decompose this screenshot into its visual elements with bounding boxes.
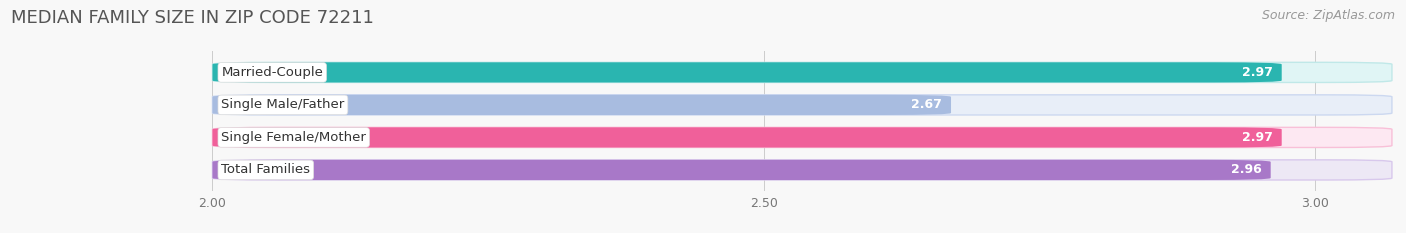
FancyBboxPatch shape: [212, 95, 1392, 115]
Text: 2.96: 2.96: [1232, 163, 1261, 176]
Text: 2.97: 2.97: [1241, 131, 1272, 144]
Text: 2.67: 2.67: [911, 98, 942, 111]
FancyBboxPatch shape: [212, 160, 1271, 180]
Text: 2.97: 2.97: [1241, 66, 1272, 79]
FancyBboxPatch shape: [212, 160, 1392, 180]
Text: MEDIAN FAMILY SIZE IN ZIP CODE 72211: MEDIAN FAMILY SIZE IN ZIP CODE 72211: [11, 9, 374, 27]
Text: Single Female/Mother: Single Female/Mother: [221, 131, 366, 144]
FancyBboxPatch shape: [212, 127, 1282, 147]
FancyBboxPatch shape: [212, 95, 950, 115]
Text: Total Families: Total Families: [221, 163, 311, 176]
FancyBboxPatch shape: [212, 62, 1392, 82]
FancyBboxPatch shape: [212, 62, 1282, 82]
Text: Married-Couple: Married-Couple: [221, 66, 323, 79]
FancyBboxPatch shape: [212, 127, 1392, 147]
Text: Single Male/Father: Single Male/Father: [221, 98, 344, 111]
Text: Source: ZipAtlas.com: Source: ZipAtlas.com: [1261, 9, 1395, 22]
